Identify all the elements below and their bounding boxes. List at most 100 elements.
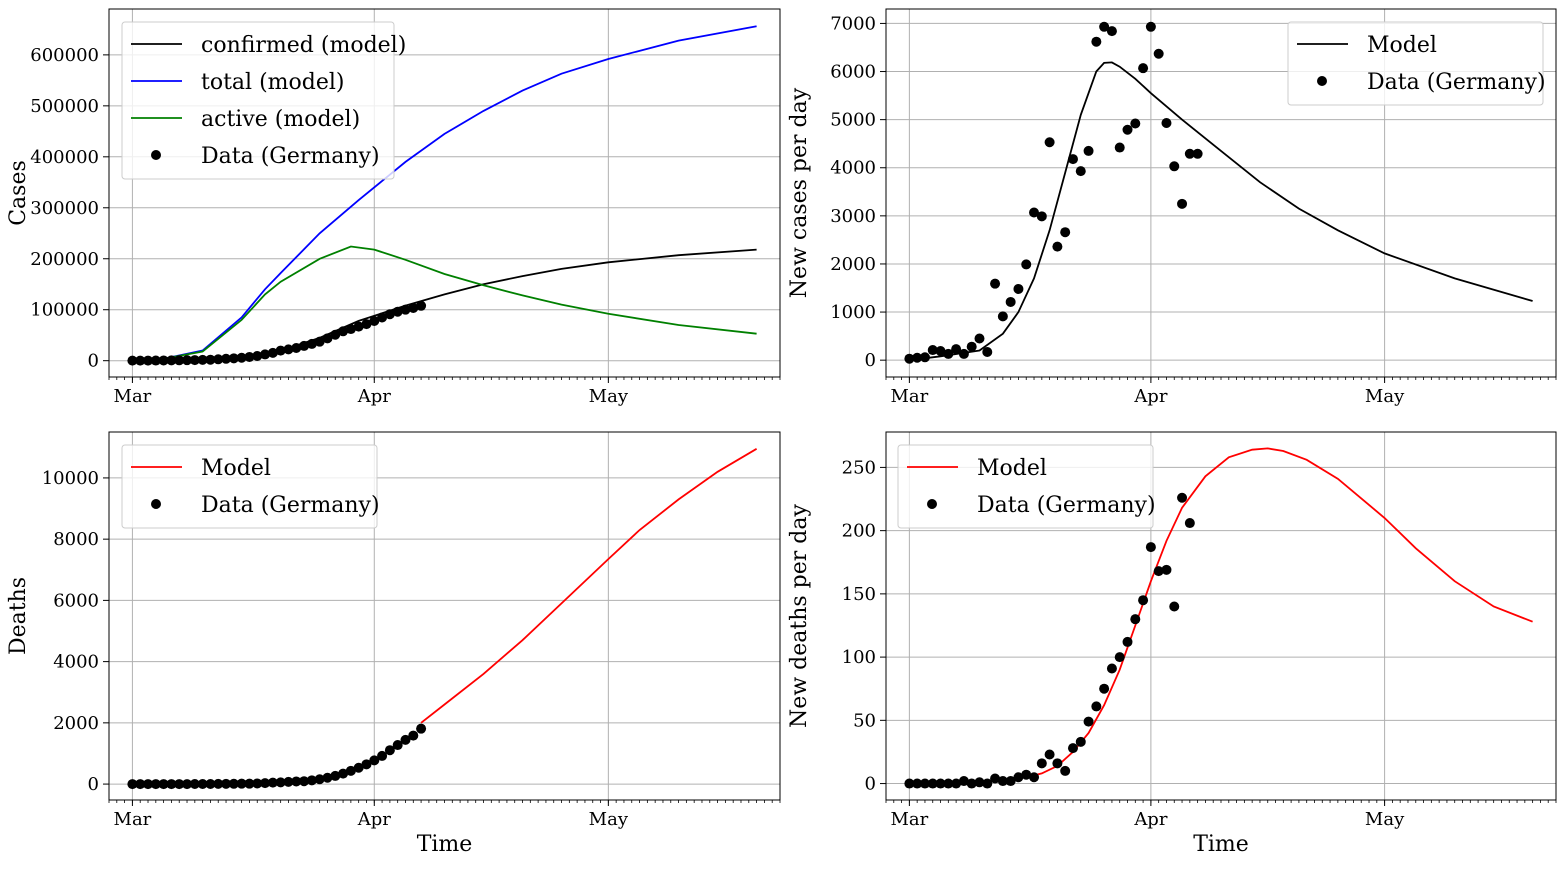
x-tick-label: Apr [357,386,392,407]
data-point [943,778,954,789]
data-point [189,355,200,366]
data-point [990,278,1001,289]
y-tick-label: 0 [865,350,876,371]
y-tick-label: 200000 [30,249,99,270]
data-point [990,773,1001,784]
data-point [197,779,208,790]
data-point [361,319,372,330]
data-point [1052,758,1063,769]
legend-marker-swatch [1317,76,1327,86]
data-point [306,338,317,349]
data-point [1029,772,1040,783]
data-point [1091,701,1102,712]
series-line [420,448,758,724]
data-point [221,778,232,789]
data-point [1138,63,1149,74]
data-point [213,778,224,789]
series-line [909,61,1533,362]
data-point [135,355,146,366]
panel-1: Mar Apr May 0 100000 200000 300000 400000 500000… [6,8,781,407]
data-point [244,351,255,362]
data-point [1114,142,1125,153]
data-point [982,778,993,789]
data-point [966,778,977,789]
panel-2: Mar Apr May 0 1000 2000 3000 4000 5000 6000 7000 Ne… [787,8,1557,407]
data-point [1091,36,1102,47]
series-line [132,245,757,362]
x-tick-label: Apr [357,809,392,830]
data-point [377,312,388,323]
data-point [369,315,380,326]
data-point [1075,736,1086,747]
x-axis-label: Time [417,832,473,857]
data-point [174,355,185,366]
legend-entry: Data (Germany) [1367,70,1546,95]
y-axis-label: New deaths per day [787,504,812,728]
data-point [314,774,325,785]
data-point [322,333,333,344]
data-point [1005,296,1016,307]
data-point [1106,663,1117,674]
data-point [166,779,177,790]
y-tick-label: 0 [865,774,876,795]
y-tick-label: 250 [842,457,876,478]
data-point [1005,776,1016,787]
data-point [974,777,985,788]
data-point [158,355,169,366]
data-point [322,772,333,783]
y-tick-label: 50 [853,710,876,731]
data-point [1106,26,1117,37]
data-point [384,745,395,756]
y-axis-label: New cases per day [787,87,812,298]
axes-frame [885,431,1557,801]
y-axis-label: Deaths [6,577,31,655]
data-point [958,348,969,359]
data-point [1145,21,1156,32]
axes-frame [108,431,781,801]
data-point [951,778,962,789]
data-point [982,346,993,357]
data-point [1114,652,1125,663]
y-tick-label: 150 [842,584,876,605]
data-point [1192,148,1203,159]
data-point [935,778,946,789]
data-point [174,779,185,790]
x-axis-label: Time [1193,832,1249,857]
x-tick-label: Apr [1133,809,1168,830]
data-point [353,321,364,332]
data-point [150,779,161,790]
data-point [904,778,915,789]
data-point [345,324,356,335]
series-line [132,248,757,362]
data-point [1013,772,1024,783]
data-point [1036,211,1047,222]
data-point [1021,259,1032,270]
data-point [345,765,356,776]
data-point [260,349,271,360]
data-point [416,723,427,734]
data-point [1099,21,1110,32]
data-point [267,347,278,358]
data-point [1075,166,1086,177]
legend-marker-swatch [927,499,937,509]
data-point [143,779,154,790]
data-point [299,776,310,787]
legend-box [1287,21,1544,106]
data-point [1099,683,1110,694]
x-tick-label: May [1365,386,1405,407]
data-point [1169,161,1180,172]
data-point [1083,716,1094,727]
data-point [966,341,977,352]
y-tick-label: 6000 [53,590,99,611]
axes-frame [108,8,781,378]
data-point [1130,614,1141,625]
data-point [127,355,138,366]
data-point [361,759,372,770]
data-point [158,779,169,790]
data-point [1177,492,1188,503]
data-point [1052,241,1063,252]
data-point [408,730,419,741]
data-point [1036,758,1047,769]
data-point [1153,566,1164,577]
